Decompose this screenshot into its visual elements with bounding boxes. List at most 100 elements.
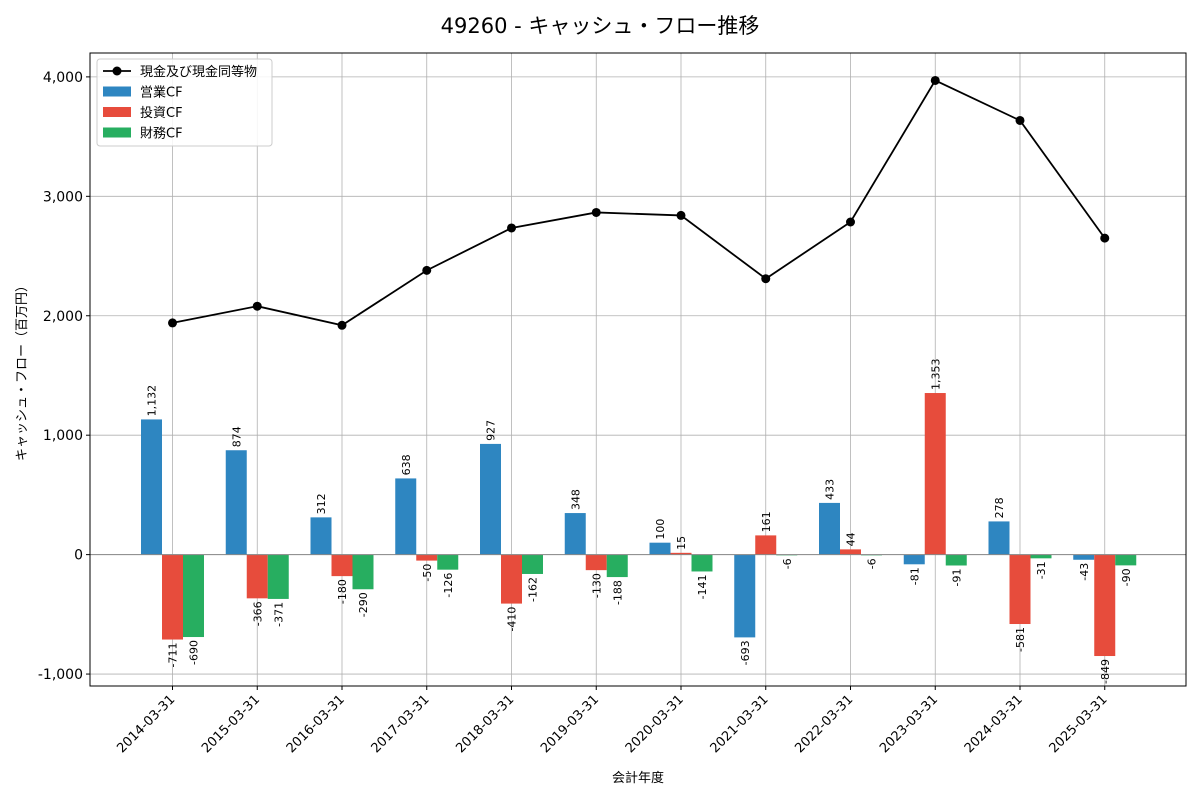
cash-line-point bbox=[761, 274, 771, 284]
x-tick-label: 2024-03-31 bbox=[962, 692, 1026, 756]
bar bbox=[331, 554, 353, 577]
bars bbox=[141, 393, 1137, 657]
x-tick-label: 2017-03-31 bbox=[369, 692, 433, 756]
bar-value-label: 44 bbox=[845, 532, 858, 546]
bar bbox=[1030, 554, 1052, 559]
cash-line-point bbox=[591, 207, 601, 217]
bar-value-label: 433 bbox=[824, 479, 837, 500]
x-tick-label: 2016-03-31 bbox=[284, 692, 348, 756]
bar bbox=[162, 554, 183, 640]
bar bbox=[437, 554, 459, 570]
bar bbox=[480, 443, 501, 555]
bar-value-labels: 1,132 874 312 638 927 348 100 -693 433 -81 278 -43 -… bbox=[146, 359, 1133, 684]
bar bbox=[649, 542, 671, 555]
bar-value-label: 161 bbox=[760, 511, 773, 532]
bar bbox=[924, 393, 946, 555]
bar bbox=[819, 502, 840, 555]
bar-value-label: -188 bbox=[611, 580, 624, 605]
cash-line-point bbox=[422, 265, 432, 275]
y-axis-label: キャッシュ・フロー（百万円） bbox=[15, 279, 30, 461]
bar-value-label: -162 bbox=[527, 577, 540, 602]
bar-value-label: -91 bbox=[950, 568, 963, 586]
cash-line-point bbox=[1100, 233, 1110, 243]
y-tick-label: 0 bbox=[74, 548, 83, 564]
bar-value-label: -410 bbox=[506, 607, 519, 632]
bar bbox=[395, 478, 417, 555]
bar bbox=[1115, 554, 1137, 566]
cash-line-point bbox=[676, 210, 686, 220]
bar-value-label: -849 bbox=[1099, 659, 1112, 684]
y-tick-label: 1,000 bbox=[43, 428, 83, 444]
legend-bar-swatch bbox=[103, 107, 131, 117]
plot-frame bbox=[89, 52, 1187, 687]
bar bbox=[734, 554, 756, 638]
bar-value-label: -90 bbox=[1120, 568, 1133, 586]
bar-value-label: 638 bbox=[400, 454, 413, 475]
cash-line bbox=[168, 75, 1110, 330]
bar-value-label: -31 bbox=[1035, 561, 1048, 579]
legend-box bbox=[96, 58, 273, 147]
x-tick-label: 2021-03-31 bbox=[708, 692, 772, 756]
bar bbox=[840, 549, 861, 555]
bar-value-label: 100 bbox=[654, 519, 667, 540]
bar-value-label: -290 bbox=[357, 592, 370, 617]
y-axis: -1,000 0 1,000 2,000 3,000 4,000 bbox=[38, 70, 90, 683]
chart-title: 49260 - キャッシュ・フロー推移 bbox=[441, 14, 760, 38]
legend-marker bbox=[112, 66, 122, 76]
bar-value-label: -43 bbox=[1078, 563, 1091, 581]
bar-value-label: -6 bbox=[866, 558, 879, 569]
bar-value-label: -711 bbox=[167, 643, 180, 668]
bar-value-label: 278 bbox=[993, 497, 1006, 518]
cash-line-point bbox=[930, 75, 940, 85]
bar bbox=[945, 554, 967, 566]
bar-value-label: 1,353 bbox=[929, 359, 942, 391]
bar-value-label: -130 bbox=[590, 573, 603, 598]
legend-bar-swatch bbox=[103, 86, 131, 97]
x-tick-label: 2020-03-31 bbox=[623, 692, 687, 756]
cash-line-point bbox=[252, 301, 262, 311]
bar-value-label: 348 bbox=[569, 489, 582, 510]
bar-value-label: -581 bbox=[1014, 627, 1027, 652]
bar-value-label: 312 bbox=[315, 493, 328, 514]
bar bbox=[903, 554, 925, 565]
x-tick-label: 2015-03-31 bbox=[199, 692, 263, 756]
bar-value-label: 15 bbox=[675, 536, 688, 550]
bar bbox=[988, 521, 1010, 555]
bar bbox=[564, 513, 586, 555]
x-tick-label: 2025-03-31 bbox=[1047, 692, 1111, 756]
x-tick-label: 2022-03-31 bbox=[792, 692, 856, 756]
bar-value-label: -81 bbox=[908, 567, 921, 585]
y-tick-label: 2,000 bbox=[43, 309, 83, 325]
bar bbox=[141, 419, 162, 555]
bar-value-label: 874 bbox=[230, 426, 243, 447]
cash-line-point bbox=[168, 318, 177, 328]
y-tick-label: -1,000 bbox=[38, 667, 83, 683]
bar bbox=[352, 554, 374, 590]
bar bbox=[1073, 554, 1095, 560]
bar-value-label: 1,132 bbox=[146, 385, 159, 417]
cash-line-path bbox=[172, 79, 1106, 327]
bar bbox=[225, 450, 247, 555]
bar bbox=[585, 554, 607, 571]
grid-lines bbox=[90, 53, 1186, 686]
bar bbox=[670, 552, 692, 555]
bar-value-label: -371 bbox=[272, 602, 285, 627]
bar bbox=[1094, 554, 1116, 657]
legend-label: 現金及び現金同等物 bbox=[140, 64, 257, 80]
y-tick-label: 4,000 bbox=[43, 70, 83, 86]
x-axis-label: 会計年度 bbox=[612, 770, 664, 786]
bar-value-label: -50 bbox=[421, 564, 434, 582]
bar bbox=[755, 535, 777, 555]
cash-line-point bbox=[507, 223, 516, 233]
bar-value-label: -180 bbox=[336, 579, 349, 604]
cash-line-point bbox=[846, 217, 855, 227]
cash-line-point bbox=[337, 320, 347, 330]
x-axis: 2014-03-31 2015-03-31 2016-03-31 2017-03-31… bbox=[114, 686, 1111, 756]
bar-value-label: -690 bbox=[188, 640, 201, 665]
bar bbox=[522, 554, 543, 574]
bar-value-label: 927 bbox=[485, 420, 498, 441]
legend-label: 財務CF bbox=[140, 127, 183, 142]
